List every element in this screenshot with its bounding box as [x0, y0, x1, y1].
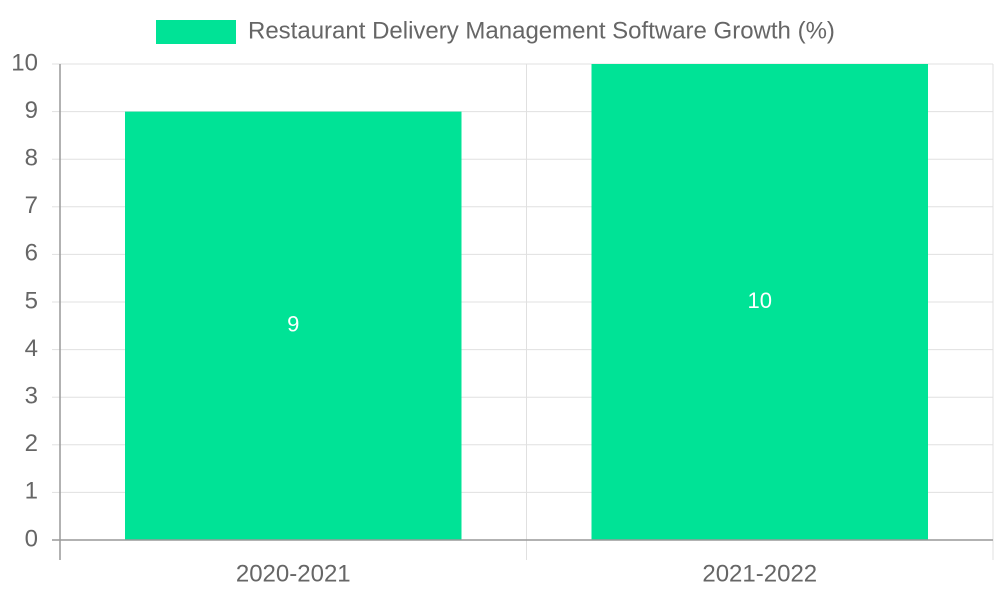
bar-data-label: 9	[287, 312, 299, 337]
bar-data-label: 10	[748, 288, 772, 313]
labels-layer: 0 1 2 3 4 5 6 7 8 9 10 9 2020-2021 10 2021-2022	[11, 49, 817, 587]
y-tick-label: 8	[25, 145, 38, 172]
legend[interactable]: Restaurant Delivery Management Software …	[156, 17, 835, 44]
bar-2021-2022[interactable]	[591, 64, 929, 540]
bars-layer	[125, 64, 928, 540]
legend-label[interactable]: Restaurant Delivery Management Software …	[248, 17, 835, 44]
y-tick-label: 3	[25, 383, 38, 410]
y-tick-label: 0	[25, 525, 38, 552]
y-tick-label: 9	[25, 97, 38, 124]
y-tick-label: 10	[11, 49, 38, 76]
y-tick-label: 1	[25, 478, 38, 505]
bar-2020-2021[interactable]	[125, 111, 462, 540]
y-tick-label: 6	[25, 240, 38, 267]
y-tick-label: 2	[25, 430, 38, 457]
y-tick-label: 5	[25, 287, 38, 314]
y-tick-label: 7	[25, 192, 38, 219]
x-tick-label: 2020-2021	[236, 560, 351, 587]
y-tick-label: 4	[25, 335, 38, 362]
legend-swatch[interactable]	[156, 20, 236, 44]
axis-layer	[52, 63, 993, 560]
x-tick-label: 2021-2022	[702, 560, 817, 587]
